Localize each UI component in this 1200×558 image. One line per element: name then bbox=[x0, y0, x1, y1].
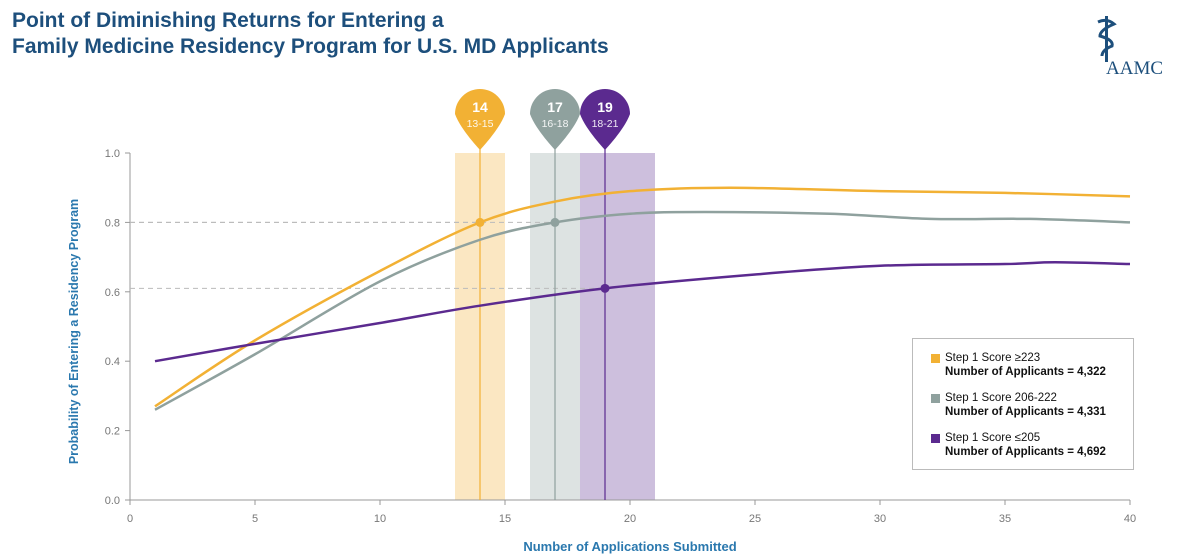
x-tick-label: 35 bbox=[999, 513, 1011, 525]
caduceus-icon bbox=[1097, 16, 1117, 62]
series-line bbox=[154, 186, 1131, 408]
x-axis-label: Number of Applications Submitted bbox=[523, 539, 736, 554]
optimal-range-band bbox=[580, 153, 655, 500]
series-line bbox=[154, 261, 1131, 363]
legend-item: Step 1 Score ≤205 Number of Applicants = … bbox=[913, 431, 1133, 459]
data-point-marker bbox=[550, 217, 560, 227]
x-tick-label: 10 bbox=[374, 513, 386, 525]
data-point-marker bbox=[475, 217, 485, 227]
aamc-logo: AAMC bbox=[1092, 14, 1192, 84]
x-tick-label: 15 bbox=[499, 513, 511, 525]
legend-swatch bbox=[931, 394, 940, 403]
legend-item: Step 1 Score ≥223 Number of Applicants = … bbox=[913, 351, 1133, 379]
pin-value: 14 bbox=[472, 99, 488, 115]
x-tick-label: 25 bbox=[749, 513, 761, 525]
pin-value: 17 bbox=[547, 99, 563, 115]
x-tick-label: 20 bbox=[624, 513, 636, 525]
y-tick-label: 0.2 bbox=[105, 426, 120, 438]
pin-range: 18-21 bbox=[592, 118, 619, 130]
x-tick-label: 30 bbox=[874, 513, 886, 525]
y-tick-label: 0.0 bbox=[105, 495, 120, 507]
legend-item: Step 1 Score 206-222 Number of Applicants… bbox=[913, 391, 1133, 419]
y-tick-label: 1.0 bbox=[105, 148, 120, 160]
map-pin-icon bbox=[455, 89, 505, 150]
x-tick-label: 0 bbox=[127, 513, 133, 525]
data-point-marker bbox=[600, 283, 610, 293]
pin-range: 13-15 bbox=[467, 118, 494, 130]
y-axis-label: Probability of Entering a Residency Prog… bbox=[67, 199, 81, 464]
map-pin-icon bbox=[580, 89, 630, 150]
x-tick-label: 5 bbox=[252, 513, 258, 525]
x-tick-label: 40 bbox=[1124, 513, 1136, 525]
y-tick-label: 0.4 bbox=[105, 356, 120, 368]
pin-value: 19 bbox=[597, 99, 613, 115]
pin-range: 16-18 bbox=[542, 118, 569, 130]
y-tick-label: 0.6 bbox=[105, 287, 120, 299]
legend-swatch bbox=[931, 434, 940, 443]
legend-swatch bbox=[931, 354, 940, 363]
chart-title: Point of Diminishing Returns for Enterin… bbox=[12, 9, 609, 58]
map-pin-icon bbox=[530, 89, 580, 150]
legend: Step 1 Score ≥223 Number of Applicants = … bbox=[912, 338, 1134, 470]
y-tick-label: 0.8 bbox=[105, 217, 120, 229]
series-line bbox=[154, 210, 1131, 411]
